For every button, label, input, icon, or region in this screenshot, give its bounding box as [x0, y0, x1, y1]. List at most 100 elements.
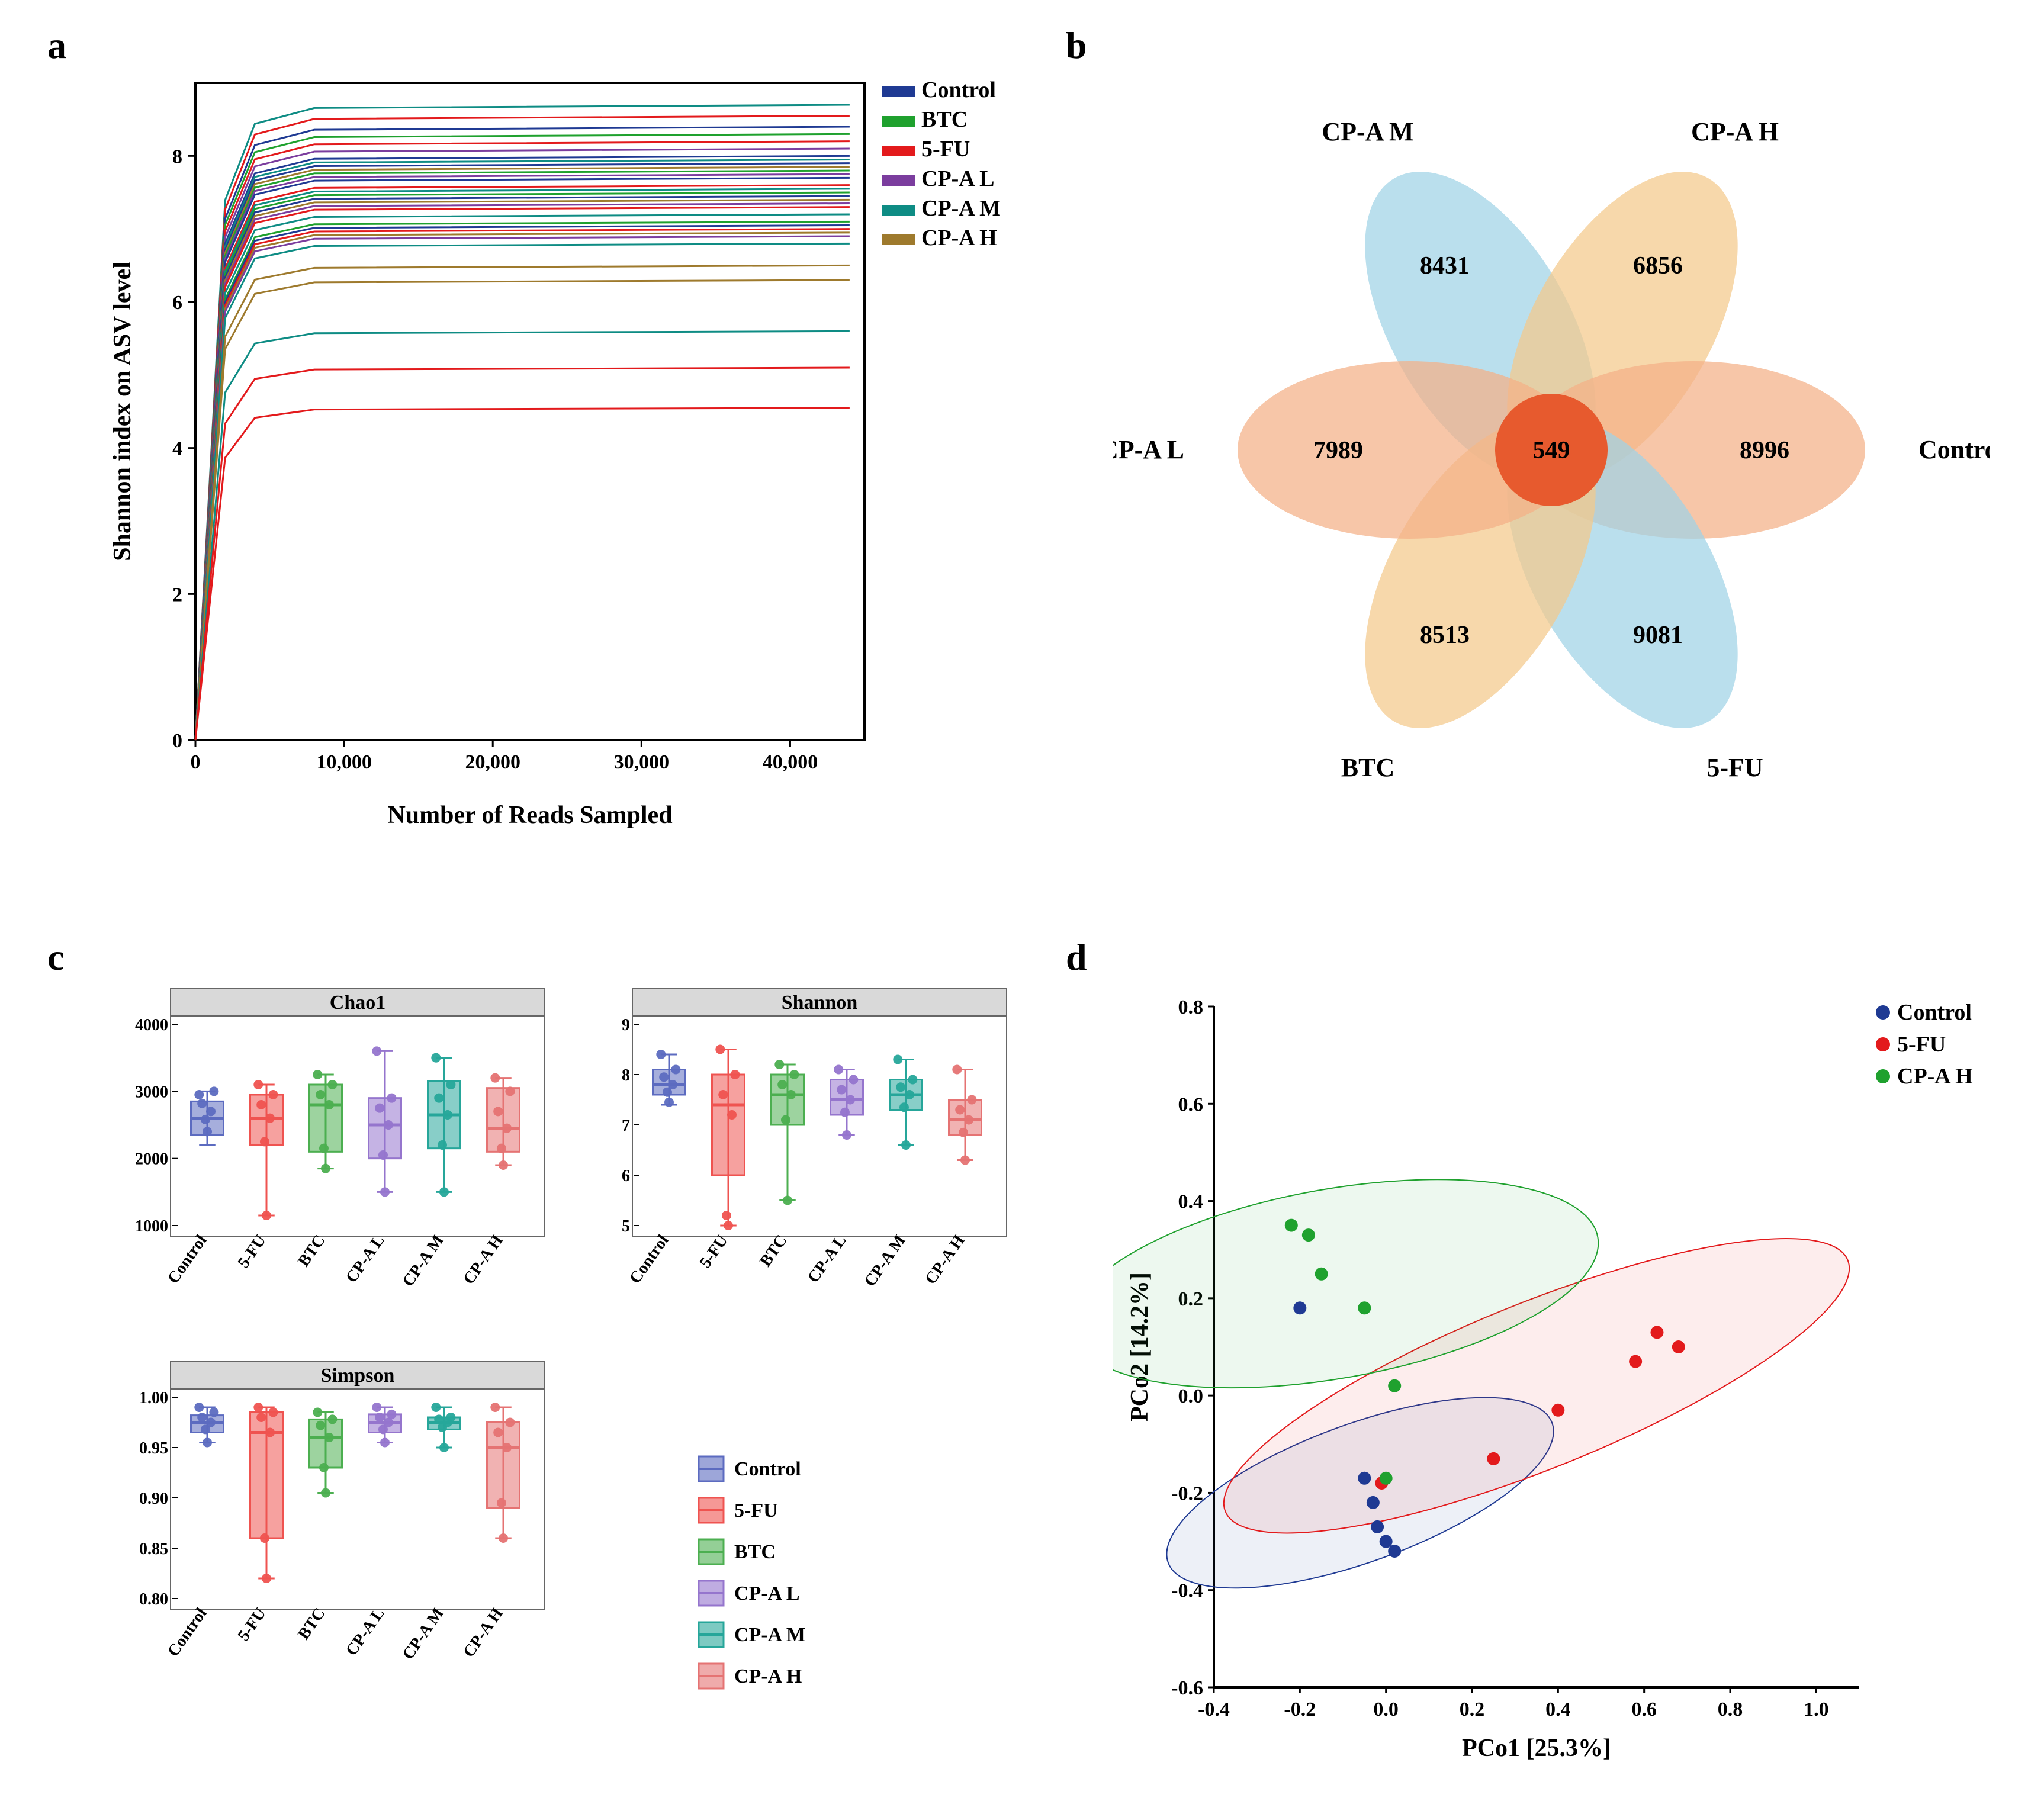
- svg-text:-0.2: -0.2: [1284, 1699, 1316, 1720]
- svg-text:8996: 8996: [1740, 437, 1789, 464]
- svg-text:Control: Control: [921, 78, 996, 102]
- svg-text:5-FU: 5-FU: [734, 1500, 778, 1522]
- rarefaction-curve: [195, 226, 850, 741]
- svg-text:5-FU: 5-FU: [234, 1231, 270, 1271]
- svg-text:Control: Control: [1897, 1000, 1972, 1025]
- pcoa-point: [1315, 1268, 1328, 1281]
- pcoa-point: [1380, 1472, 1393, 1485]
- svg-text:0.95: 0.95: [139, 1439, 168, 1458]
- svg-text:6: 6: [622, 1167, 630, 1185]
- svg-text:CP-A H: CP-A H: [921, 1231, 968, 1288]
- svg-text:CP-A M: CP-A M: [921, 196, 1001, 221]
- svg-text:BTC: BTC: [756, 1231, 790, 1270]
- rarefaction-curve: [195, 171, 850, 740]
- svg-text:Simpson: Simpson: [321, 1365, 395, 1387]
- svg-text:CP-A M: CP-A M: [1322, 117, 1413, 146]
- svg-text:2: 2: [172, 584, 182, 606]
- svg-text:1.00: 1.00: [139, 1389, 168, 1407]
- rarefaction-curve: [195, 178, 850, 740]
- pcoa-point: [1672, 1340, 1685, 1353]
- svg-text:1000: 1000: [135, 1217, 168, 1236]
- svg-text:4000: 4000: [135, 1016, 168, 1034]
- pcoa-point: [1380, 1535, 1393, 1548]
- svg-text:0: 0: [191, 751, 201, 773]
- svg-text:8513: 8513: [1420, 622, 1470, 649]
- pcoa-point: [1293, 1301, 1306, 1314]
- svg-text:CP-A L: CP-A L: [342, 1231, 388, 1286]
- rarefaction-curve: [195, 167, 850, 740]
- svg-text:CP-A M: CP-A M: [399, 1604, 448, 1663]
- pcoa-point: [1302, 1228, 1315, 1242]
- svg-text:8: 8: [172, 146, 182, 168]
- svg-text:5-FU: 5-FU: [1897, 1032, 1946, 1057]
- pcoa-point: [1358, 1472, 1371, 1485]
- rarefaction-curve: [195, 174, 850, 740]
- rarefaction-chart: 02468010,00020,00030,00040,000Number of …: [95, 59, 1042, 841]
- svg-text:Control: Control: [626, 1231, 673, 1287]
- pcoa-point: [1358, 1301, 1371, 1314]
- svg-text:CP-A M: CP-A M: [734, 1624, 805, 1646]
- svg-text:40,000: 40,000: [763, 751, 818, 773]
- pcoa-point: [1367, 1496, 1380, 1509]
- svg-text:Shannon: Shannon: [782, 992, 858, 1014]
- figure: a b c d 02468010,00020,00030,00040,000Nu…: [0, 0, 2044, 1801]
- svg-text:5-FU: 5-FU: [1706, 753, 1763, 782]
- svg-text:Shannon index on ASV level: Shannon index on ASV level: [109, 262, 136, 561]
- svg-text:0.90: 0.90: [139, 1490, 168, 1508]
- svg-text:1.0: 1.0: [1804, 1699, 1829, 1720]
- svg-text:BTC: BTC: [294, 1231, 329, 1270]
- pcoa-point: [1629, 1355, 1642, 1368]
- svg-text:CP-A L: CP-A L: [734, 1583, 800, 1604]
- svg-text:Control: Control: [164, 1604, 211, 1660]
- svg-text:4: 4: [172, 438, 182, 460]
- panel-label-c: c: [47, 935, 64, 979]
- rarefaction-curve: [195, 214, 850, 740]
- pcoa-scatter: -0.6-0.4-0.20.00.20.40.60.8-0.4-0.20.00.…: [1113, 983, 2013, 1776]
- rarefaction-curve: [195, 192, 850, 740]
- svg-text:BTC: BTC: [734, 1541, 776, 1563]
- svg-text:CP-A L: CP-A L: [804, 1231, 850, 1286]
- svg-text:Number of Reads Sampled: Number of Reads Sampled: [387, 802, 672, 829]
- pcoa-point: [1285, 1219, 1298, 1232]
- svg-text:Control: Control: [164, 1231, 211, 1287]
- svg-text:0.85: 0.85: [139, 1540, 168, 1558]
- svg-text:9081: 9081: [1633, 622, 1683, 649]
- svg-text:5-FU: 5-FU: [696, 1231, 732, 1271]
- svg-text:3000: 3000: [135, 1083, 168, 1101]
- rarefaction-curve: [195, 331, 850, 740]
- svg-text:5-FU: 5-FU: [234, 1604, 270, 1644]
- panel-label-b: b: [1066, 24, 1087, 67]
- alpha-diversity-boxplots: Chao11000200030004000Control5-FUBTCCP-A …: [71, 983, 1054, 1776]
- svg-text:0.4: 0.4: [1178, 1191, 1204, 1213]
- pcoa-point: [1371, 1520, 1384, 1533]
- svg-text:CP-A H: CP-A H: [459, 1604, 506, 1661]
- svg-text:Chao1: Chao1: [330, 992, 385, 1014]
- pcoa-point: [1388, 1545, 1401, 1558]
- rarefaction-curve: [195, 185, 850, 740]
- panel-c: Chao11000200030004000Control5-FUBTCCP-A …: [71, 983, 1054, 1776]
- svg-text:6856: 6856: [1633, 252, 1683, 279]
- pcoa-point: [1551, 1404, 1564, 1417]
- svg-text:0.2: 0.2: [1460, 1699, 1485, 1720]
- venn-flower: 8431CP-A M6856CP-A H8996Control90815-FU8…: [1113, 59, 1990, 841]
- svg-text:Control: Control: [734, 1458, 801, 1480]
- panel-d: -0.6-0.4-0.20.00.20.40.60.8-0.4-0.20.00.…: [1113, 983, 2013, 1776]
- rarefaction-curve: [195, 127, 850, 740]
- svg-text:0.0: 0.0: [1373, 1699, 1399, 1720]
- svg-text:CP-A H: CP-A H: [1691, 117, 1779, 146]
- boxplot-panel: Shannon56789Control5-FUBTCCP-A LCP-A MCP…: [622, 989, 1007, 1290]
- rarefaction-curve: [195, 204, 850, 741]
- panel-b: 8431CP-A M6856CP-A H8996Control90815-FU8…: [1113, 59, 1990, 841]
- rarefaction-curve: [195, 408, 850, 740]
- rarefaction-curve: [195, 221, 850, 740]
- panel-label-d: d: [1066, 935, 1087, 979]
- svg-text:0.4: 0.4: [1545, 1699, 1571, 1720]
- rarefaction-curve: [195, 229, 850, 740]
- rarefaction-curve: [195, 368, 850, 740]
- svg-text:7989: 7989: [1313, 437, 1363, 464]
- pcoa-point: [1487, 1452, 1500, 1465]
- rarefaction-curve: [195, 243, 850, 740]
- pcoa-point: [1650, 1326, 1663, 1339]
- svg-text:CP-A H: CP-A H: [921, 226, 997, 250]
- svg-text:10,000: 10,000: [316, 751, 372, 773]
